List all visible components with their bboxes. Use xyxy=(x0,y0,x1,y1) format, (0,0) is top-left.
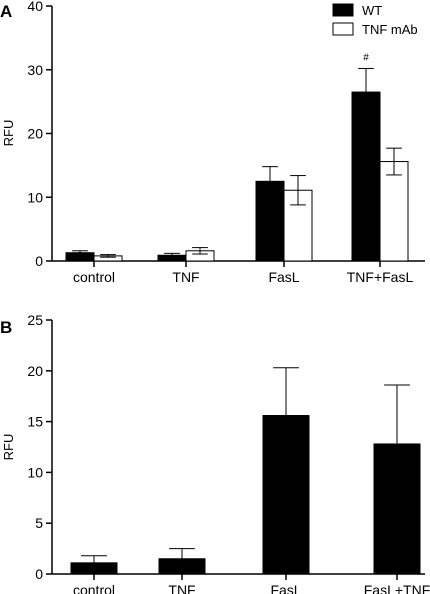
panel-a-bar-tnf-mab-tnf-fasl xyxy=(379,161,409,262)
legend-label-wt: WT xyxy=(362,3,382,18)
panel-a-category-label-fasl: FasL xyxy=(268,269,299,285)
panel-b-category-label-tnf: TNF xyxy=(168,582,195,594)
legend-label-tnf-mab: TNF mAb xyxy=(362,22,418,37)
panel-b-bar-series-control xyxy=(70,562,118,575)
panel-a-annotation-0: # xyxy=(363,52,369,63)
panel-b-y-tick-label-10: 10 xyxy=(27,464,43,480)
panel-a-category-label-tnf-fasl: TNF+FasL xyxy=(347,269,414,285)
legend: WT TNF mAb xyxy=(332,3,418,37)
panel-a-y-tick-label-40: 40 xyxy=(27,0,43,14)
panel-b-category-label-fasl-tnf: FasL+TNF xyxy=(364,582,430,594)
legend-swatch-wt xyxy=(332,3,354,17)
panel-b-y-tick-label-20: 20 xyxy=(27,363,43,379)
panel-b-bar-series-fasl-tnf xyxy=(373,443,421,575)
panel-b-label: B xyxy=(0,318,12,337)
panel-a-y-tick-label-20: 20 xyxy=(27,126,43,142)
legend-swatch-tnf-mab xyxy=(332,22,354,36)
panel-b-category-label-control: control xyxy=(73,582,115,594)
panel-b-y-axis-label: RFU xyxy=(1,434,16,461)
panel-a-y-tick-label-0: 0 xyxy=(35,253,43,269)
panel-b-y-tick-label-5: 5 xyxy=(35,515,43,531)
panel-b-bar-series-tnf xyxy=(158,558,206,575)
panel-b-y-tick-label-15: 15 xyxy=(27,414,43,430)
panel-a-category-label-tnf: TNF xyxy=(172,269,199,285)
panel-b-y-tick-label-25: 25 xyxy=(27,312,43,328)
panel-a-y-tick-label-10: 10 xyxy=(27,189,43,205)
panel-b-y-tick-label-0: 0 xyxy=(35,566,43,582)
panel-b-bar-series-fasl xyxy=(262,415,310,575)
panel-b-category-label-fasl: FasL xyxy=(270,582,301,594)
panel-a-category-label-control: control xyxy=(73,269,115,285)
panel-a-y-tick-label-30: 30 xyxy=(27,62,43,78)
panel-a-label: A xyxy=(0,2,12,21)
panel-b: B RFU 0 5 10 15 20 25 control TNF FasL FasL+TNF xyxy=(0,312,430,594)
panel-a-bar-wt-tnf-fasl xyxy=(351,91,381,262)
panel-a-y-axis-label: RFU xyxy=(1,120,16,147)
